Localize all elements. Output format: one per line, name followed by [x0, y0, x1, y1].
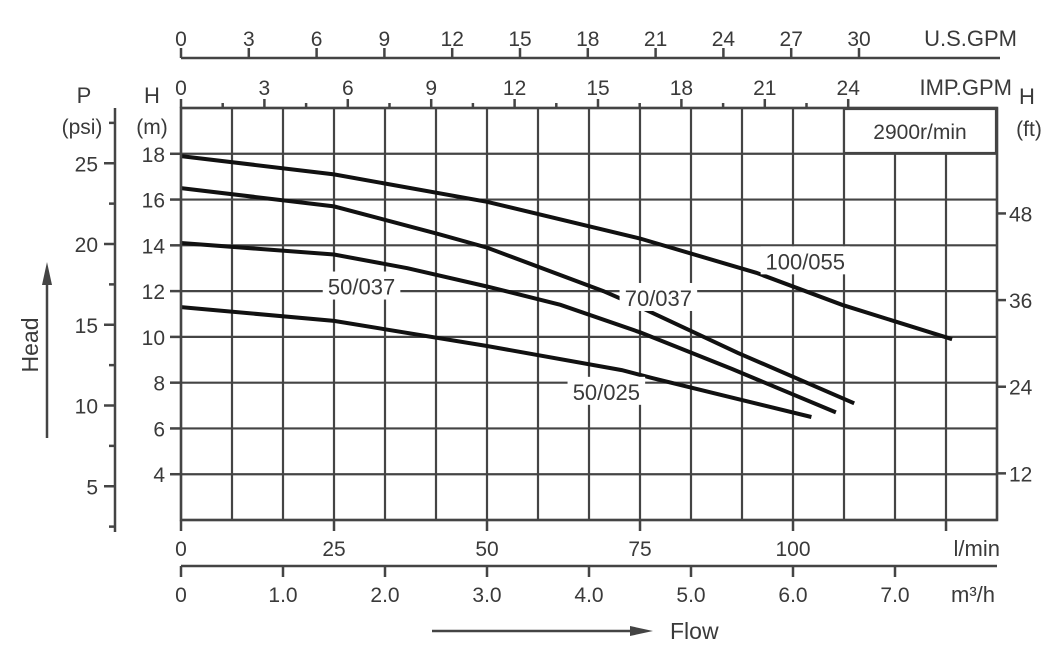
m-tick-label: 10 [142, 327, 165, 350]
curve-label: 50/037 [328, 275, 395, 300]
curves [180, 154, 953, 419]
imp-gpm-tick-label: 24 [837, 77, 861, 100]
m-tick-label: 14 [142, 235, 166, 258]
imp-gpm-tick-label: 6 [342, 77, 354, 100]
curve-label: 100/055 [765, 249, 845, 274]
speed-box [842, 107, 998, 155]
us-gpm-tick-label: 12 [441, 28, 464, 51]
us-gpm-tick-label: 21 [644, 28, 667, 51]
lmin-tick-label: 0 [175, 538, 187, 561]
m-axis-unit: (m) [136, 116, 167, 139]
psi-tick-label: 15 [75, 315, 98, 338]
m-axis-title: H [144, 83, 160, 108]
us-gpm-unit: U.S.GPM [924, 26, 1017, 51]
lmin-tick-label: 50 [475, 538, 498, 561]
imp-gpm-tick-label: 15 [586, 77, 609, 100]
imp-gpm-tick-label: 0 [175, 77, 187, 100]
m-tick-label: 16 [142, 190, 165, 213]
ft-axis-unit: (ft) [1016, 118, 1042, 141]
curve-label: 70/037 [625, 286, 692, 311]
ft-axis-title: H [1019, 84, 1035, 109]
curve-label-bg [567, 376, 646, 405]
m3h-tick-label: 4.0 [574, 584, 603, 607]
us-gpm-tick-label: 15 [508, 28, 531, 51]
m3h-tick-label: 0 [175, 584, 187, 607]
m3h-tick-label: 6.0 [778, 584, 807, 607]
curve-100-055 [180, 154, 953, 342]
psi-axis-title: P [77, 83, 92, 108]
labels: 100/055 70/037 50/037 50/025 [322, 246, 850, 405]
ft-tick-label: 36 [1009, 290, 1032, 313]
us-gpm-tick-label: 0 [175, 28, 187, 51]
psi-tick-label: 5 [86, 476, 98, 499]
imp-gpm-tick-label: 21 [753, 77, 776, 100]
m-tick-label: 18 [142, 144, 165, 167]
us-gpm-tick-label: 18 [576, 28, 599, 51]
us-gpm-tick-label: 27 [780, 28, 803, 51]
lmin-unit: l/min [954, 536, 1000, 561]
us-gpm-tick-label: 30 [847, 28, 870, 51]
m-tick-label: 12 [142, 281, 165, 304]
m-tick-label: 4 [153, 464, 165, 487]
imp-gpm-tick-label: 9 [425, 77, 437, 100]
m3h-tick-label: 5.0 [676, 584, 705, 607]
psi-tick-label: 20 [75, 234, 98, 257]
m3h-tick-label: 2.0 [370, 584, 399, 607]
speed-label: 2900r/min [873, 121, 966, 144]
y-axis-title: Head [17, 318, 43, 373]
m3h-tick-label: 3.0 [472, 584, 501, 607]
imp-gpm-tick-label: 12 [503, 77, 526, 100]
ft-tick-label: 24 [1009, 377, 1033, 400]
imp-gpm-tick-label: 18 [670, 77, 693, 100]
imp-gpm-tick-label: 3 [259, 77, 271, 100]
imp-gpm-unit: IMP.GPM [919, 75, 1012, 100]
ft-tick-label: 12 [1009, 463, 1032, 486]
m3h-tick-label: 7.0 [880, 584, 909, 607]
curve-70-037 [180, 186, 855, 406]
plot-frame [179, 106, 999, 522]
m-tick-label: 6 [153, 418, 165, 441]
us-gpm-tick-label: 24 [712, 28, 736, 51]
us-gpm-tick-label: 6 [311, 28, 323, 51]
head-arrow [42, 262, 52, 438]
m-tick-label: 8 [153, 373, 165, 396]
flow-arrow [432, 626, 653, 636]
lmin-tick-label: 25 [322, 538, 345, 561]
curve-label: 50/025 [573, 380, 640, 405]
us-gpm-tick-label: 9 [379, 28, 391, 51]
psi-tick-label: 25 [75, 153, 98, 176]
lmin-tick-label: 100 [775, 538, 810, 561]
m3h-unit: m³/h [951, 582, 995, 607]
m3h-tick-label: 1.0 [268, 584, 297, 607]
ft-tick-label: 48 [1009, 203, 1032, 226]
psi-tick-label: 10 [75, 396, 98, 419]
curve-50-025 [180, 305, 812, 419]
lmin-tick-label: 75 [628, 538, 651, 561]
curve-50-037 [180, 241, 837, 415]
curve-label-bg [322, 271, 401, 300]
x-axis-title: Flow [670, 618, 719, 644]
psi-axis-unit: (psi) [62, 116, 103, 139]
curve-label-bg [760, 246, 850, 275]
us-gpm-tick-label: 3 [243, 28, 255, 51]
curve-label-bg [619, 282, 698, 311]
